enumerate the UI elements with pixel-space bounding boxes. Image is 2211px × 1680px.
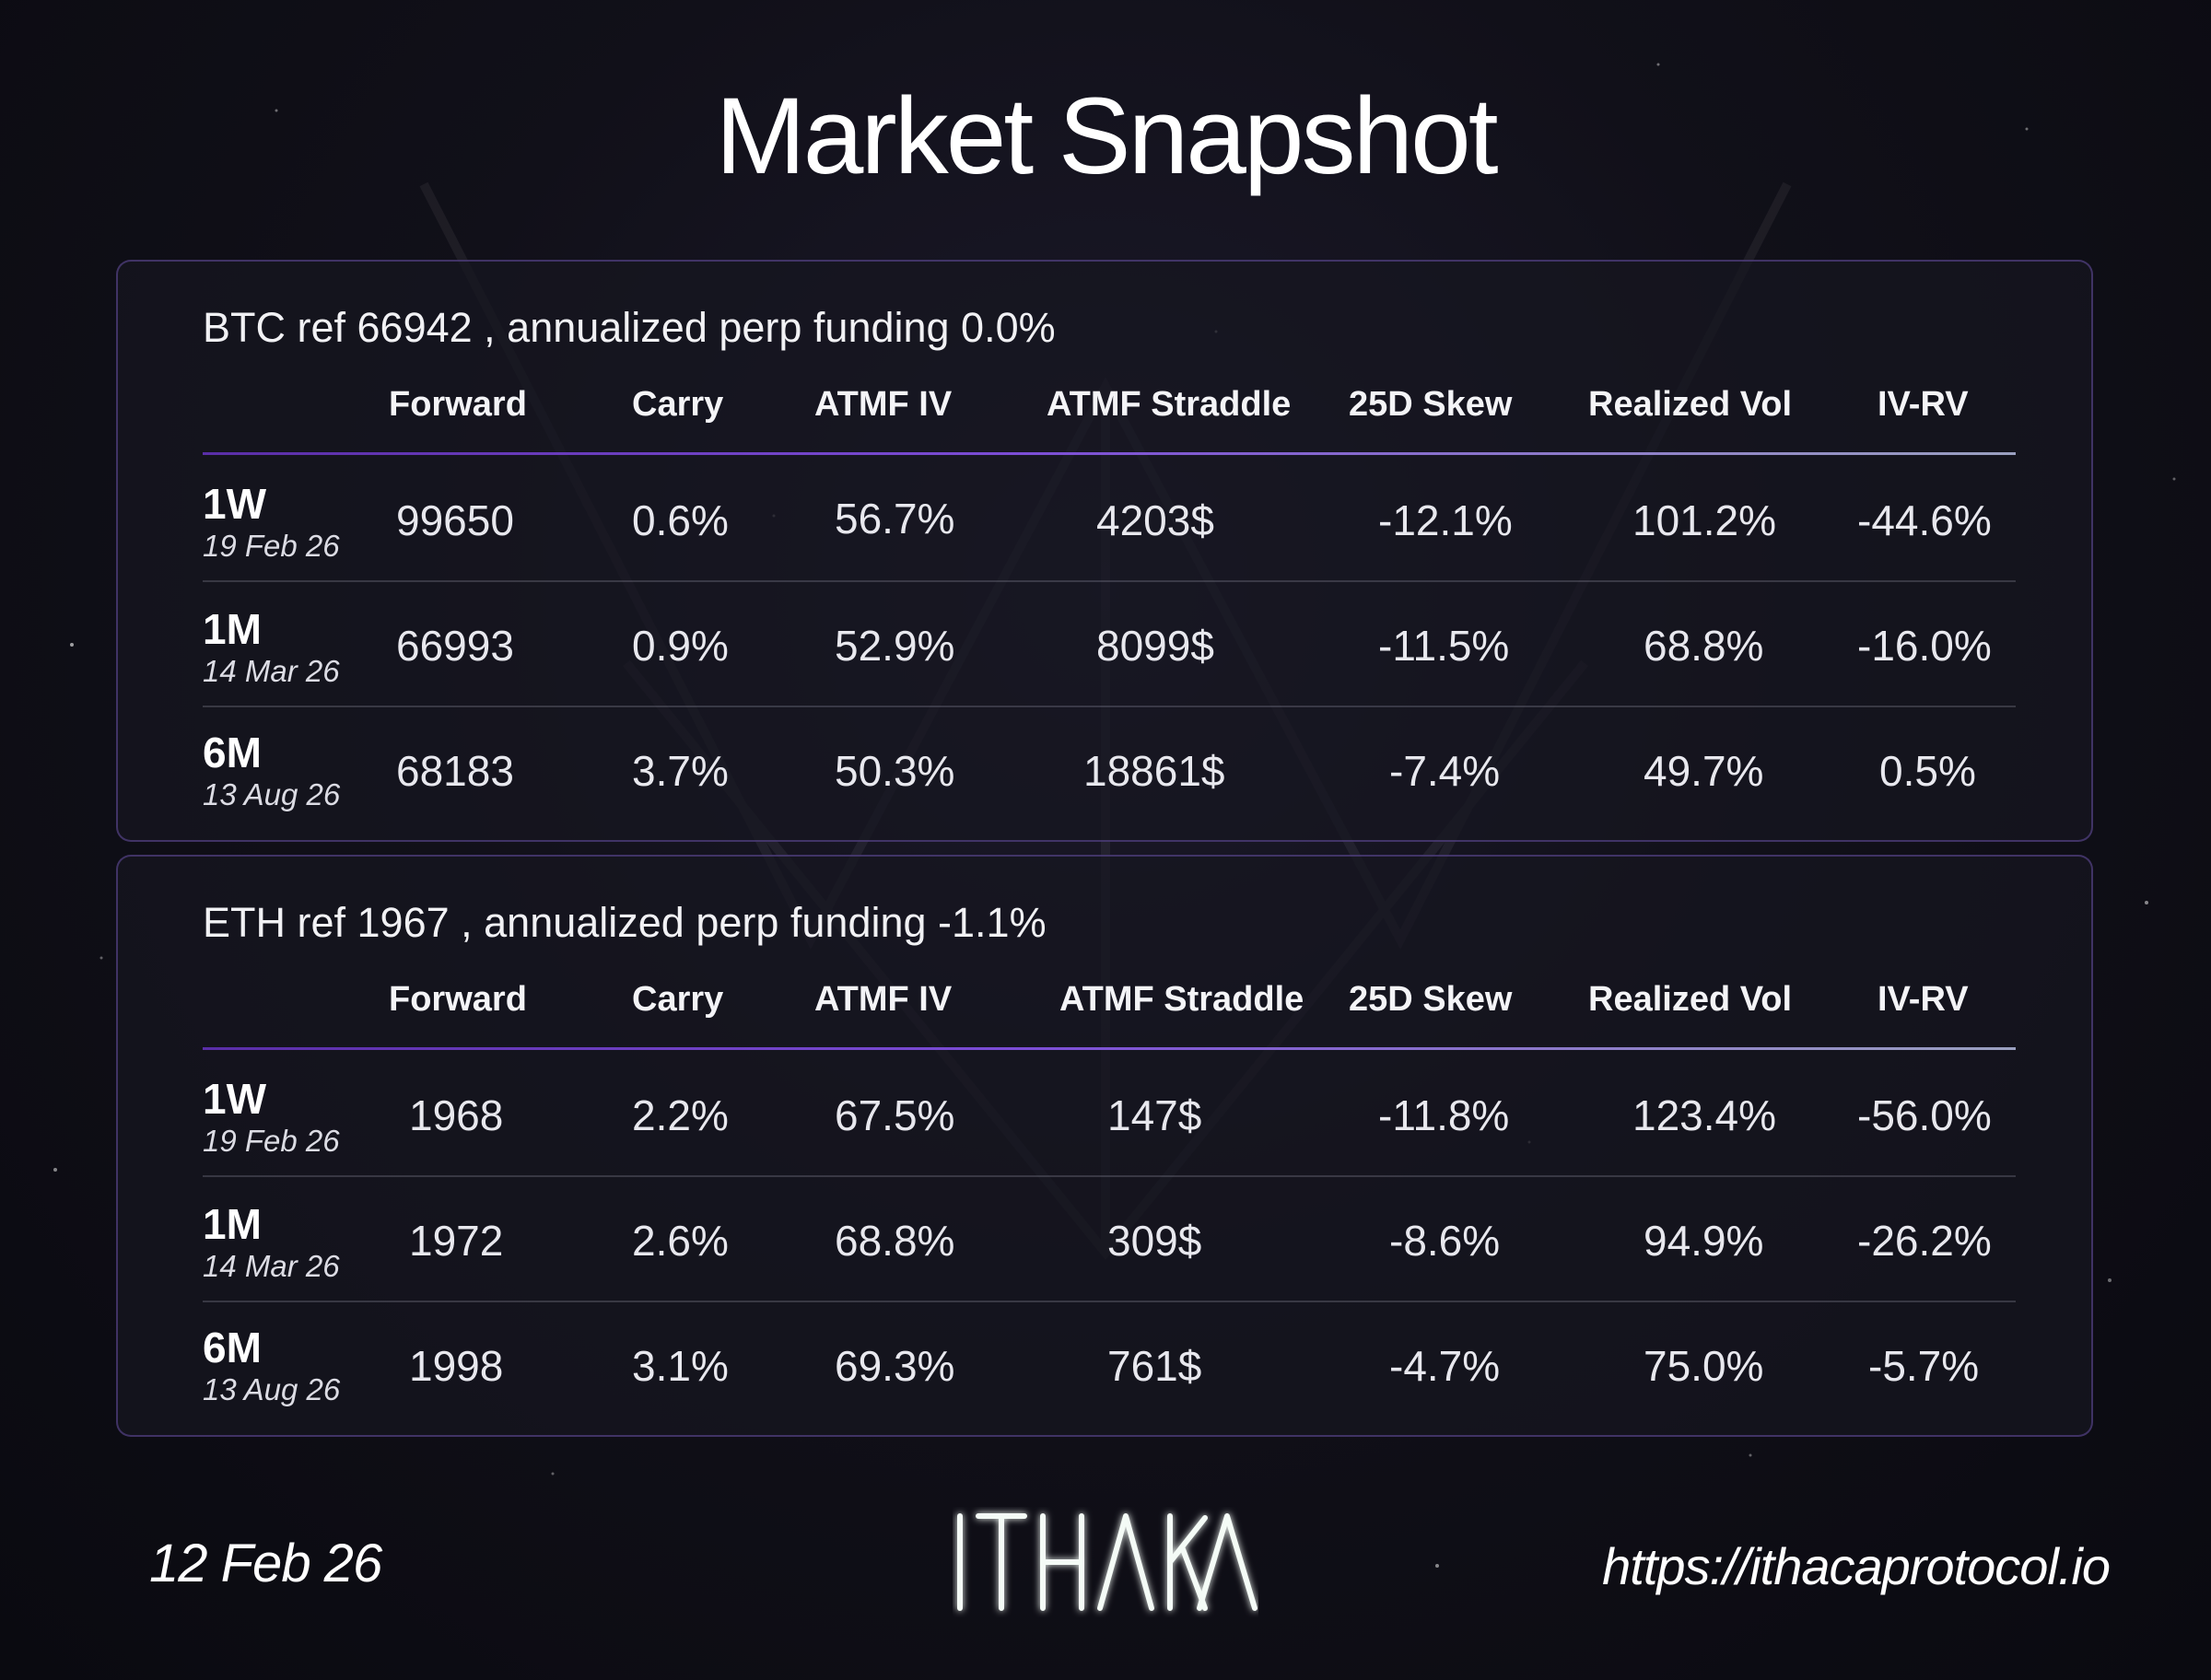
row-divider	[203, 1175, 2016, 1177]
atmf-iv-value: 56.7%	[835, 495, 955, 542]
website-link[interactable]: https://ithacaprotocol.io	[1602, 1537, 2111, 1595]
col-header-realized-vol: Realized Vol	[1588, 385, 1793, 424]
tenor-label: 1W	[203, 480, 266, 528]
atmf-iv-value: 52.9%	[835, 622, 955, 670]
col-header-iv-rv: IV-RV	[1878, 385, 1969, 424]
forward-value: 68183	[396, 747, 514, 795]
straddle-value: 309$	[1107, 1217, 1202, 1265]
forward-value: 1972	[409, 1217, 504, 1265]
expiry-date: 13 Aug 26	[203, 777, 341, 811]
carry-value: 3.7%	[632, 747, 729, 795]
realized-vol-value: 101.2%	[1632, 496, 1777, 544]
tenor-label: 1M	[203, 605, 262, 653]
eth-heading: ETH ref 1967 , annualized perp funding -…	[203, 899, 1047, 946]
skew-value: -7.4%	[1389, 747, 1501, 795]
row-divider	[203, 580, 2016, 582]
iv-rv-value: 0.5%	[1879, 747, 1976, 795]
col-header-iv-rv: IV-RV	[1878, 980, 1969, 1019]
page-title: Market Snapshot	[715, 76, 1498, 197]
iv-rv-value: -56.0%	[1857, 1091, 1992, 1139]
carry-value: 3.1%	[632, 1342, 729, 1390]
col-header-atmf-straddle: ATMF Straddle	[1047, 385, 1292, 424]
realized-vol-value: 75.0%	[1644, 1342, 1764, 1390]
expiry-date: 14 Mar 26	[203, 654, 340, 688]
carry-value: 2.6%	[632, 1217, 729, 1265]
straddle-value: 761$	[1107, 1342, 1202, 1390]
col-header-25d-skew: 25D Skew	[1349, 980, 1513, 1019]
realized-vol-value: 49.7%	[1644, 747, 1764, 795]
forward-value: 1998	[409, 1342, 504, 1390]
carry-value: 2.2%	[632, 1091, 729, 1139]
carry-value: 0.6%	[632, 496, 729, 544]
tenor-label: 1M	[203, 1200, 262, 1248]
straddle-value: 4203$	[1096, 496, 1214, 544]
expiry-date: 13 Aug 26	[203, 1372, 341, 1406]
skew-value: -11.8%	[1378, 1091, 1510, 1139]
skew-value: -8.6%	[1389, 1217, 1501, 1265]
col-header-forward: Forward	[389, 980, 527, 1019]
snapshot-date: 12 Feb 26	[149, 1534, 382, 1593]
col-header-carry: Carry	[632, 980, 724, 1019]
row-divider	[203, 706, 2016, 707]
col-header-realized-vol: Realized Vol	[1588, 980, 1793, 1019]
iv-rv-value: -16.0%	[1857, 622, 1992, 670]
forward-value: 1968	[409, 1091, 504, 1139]
atmf-iv-value: 68.8%	[835, 1217, 955, 1265]
col-header-atmf-iv: ATMF IV	[814, 980, 953, 1019]
straddle-value: 8099$	[1096, 622, 1214, 670]
expiry-date: 19 Feb 26	[203, 529, 340, 563]
atmf-iv-value: 50.3%	[835, 747, 955, 795]
col-header-carry: Carry	[632, 385, 724, 424]
btc-panel: BTC ref 66942 , annualized perp funding …	[116, 260, 2093, 842]
col-header-atmf-iv: ATMF IV	[814, 385, 953, 424]
row-divider	[203, 1301, 2016, 1302]
tenor-label: 6M	[203, 729, 262, 776]
atmf-iv-value: 67.5%	[835, 1091, 955, 1139]
realized-vol-value: 94.9%	[1644, 1217, 1764, 1265]
iv-rv-value: -44.6%	[1857, 496, 1992, 544]
ithaka-logo	[957, 1513, 1258, 1611]
forward-value: 99650	[396, 496, 514, 544]
skew-value: -4.7%	[1389, 1342, 1501, 1390]
forward-value: 66993	[396, 622, 514, 670]
header-divider	[203, 452, 2016, 455]
iv-rv-value: -5.7%	[1868, 1342, 1980, 1390]
col-header-forward: Forward	[389, 385, 527, 424]
col-header-atmf-straddle: ATMF Straddle	[1059, 980, 1304, 1019]
carry-value: 0.9%	[632, 622, 729, 670]
iv-rv-value: -26.2%	[1857, 1217, 1992, 1265]
header-divider	[203, 1047, 2016, 1050]
straddle-value: 147$	[1107, 1091, 1202, 1139]
expiry-date: 19 Feb 26	[203, 1124, 340, 1158]
skew-value: -11.5%	[1378, 622, 1510, 670]
atmf-iv-value: 69.3%	[835, 1342, 955, 1390]
realized-vol-value: 123.4%	[1632, 1091, 1777, 1139]
eth-panel: ETH ref 1967 , annualized perp funding -…	[116, 855, 2093, 1437]
straddle-value: 18861$	[1083, 747, 1225, 795]
skew-value: -12.1%	[1378, 496, 1513, 544]
tenor-label: 6M	[203, 1324, 262, 1371]
realized-vol-value: 68.8%	[1644, 622, 1764, 670]
tenor-label: 1W	[203, 1075, 266, 1123]
expiry-date: 14 Mar 26	[203, 1249, 340, 1283]
btc-heading: BTC ref 66942 , annualized perp funding …	[203, 304, 1056, 351]
col-header-25d-skew: 25D Skew	[1349, 385, 1513, 424]
